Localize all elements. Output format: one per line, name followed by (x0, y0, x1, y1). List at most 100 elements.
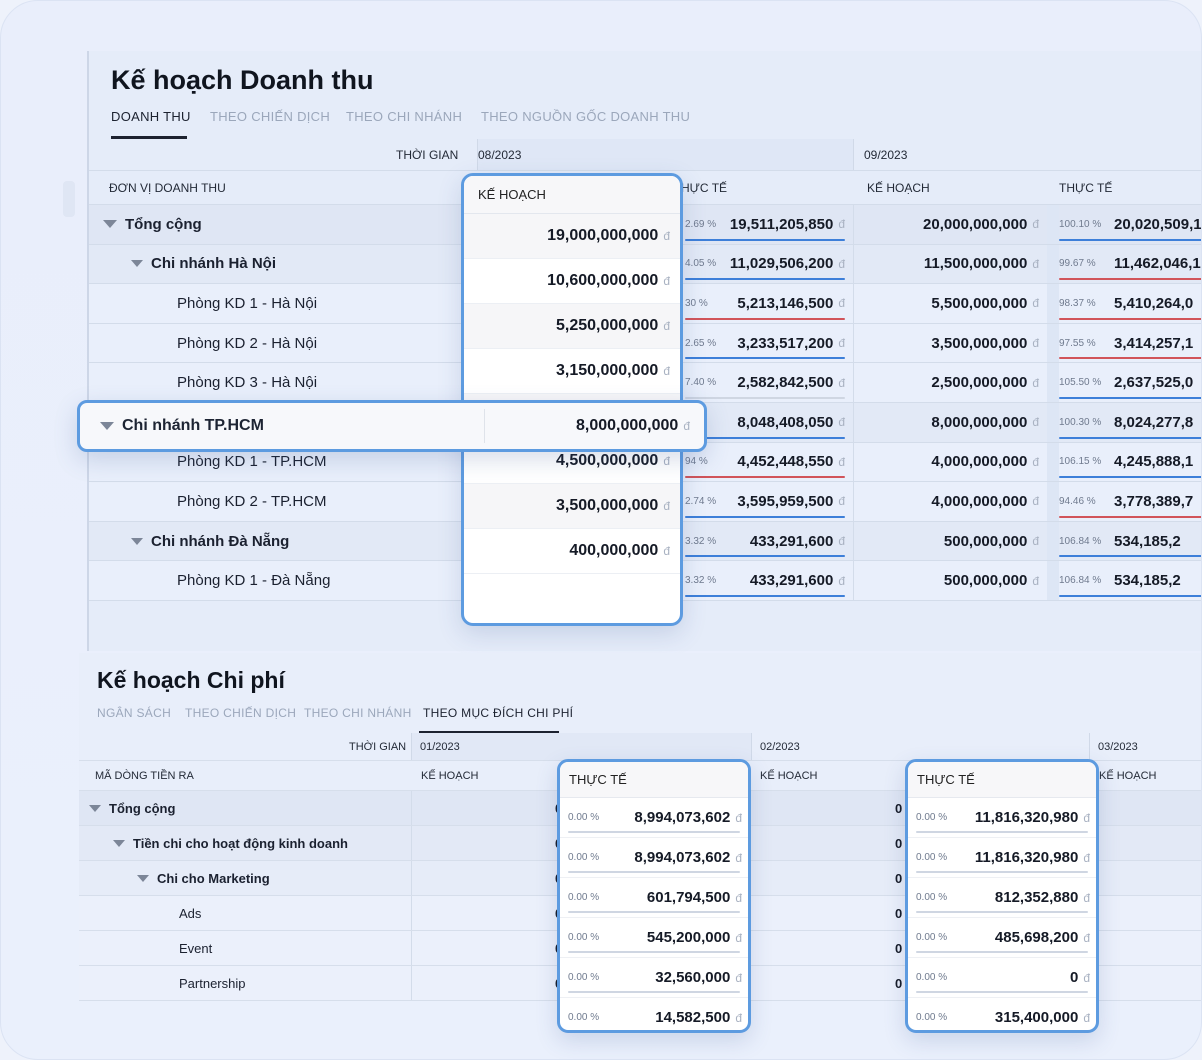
left-scroll-handle[interactable] (63, 181, 75, 217)
currency-symbol: đ (838, 454, 845, 469)
tab-theo-chien-dich[interactable]: THEO CHIẾN DỊCH (210, 109, 331, 124)
percent-label: 94 % (685, 456, 708, 468)
percent-label: 106.84 % (1059, 535, 1102, 547)
plan-cell[interactable]: 19,000,000,000 đ (464, 214, 680, 259)
progress-bar (685, 317, 845, 320)
plan-value: 4,000,000,000 (931, 492, 1028, 510)
actual-value: 485,698,200 (994, 929, 1079, 946)
tab-theo-chi-nhanh[interactable]: THEO CHI NHÁNH (346, 109, 463, 124)
aug-actual-cell: 3.32 % 433,291,600 đ (685, 561, 845, 600)
expense-time-header: THỜI GIAN 01/2023 02/2023 03/2023 (79, 733, 1201, 761)
tab-doanh-thu[interactable]: DOANH THU (111, 109, 191, 124)
aug-actual-cell: 2.65 % 3,233,517,200 đ (685, 324, 845, 363)
currency-symbol: đ (838, 573, 845, 588)
percent-label: 100.30 % (1059, 416, 1102, 428)
row-label: Phòng KD 3 - Hà Nội (177, 374, 318, 392)
progress-bar (685, 396, 845, 399)
currency-symbol: đ (1032, 217, 1039, 232)
highlight-branch-row[interactable]: Chi nhánh TP.HCM 8,000,000,000 đ (77, 400, 707, 452)
highlight-plan-header: KẾ HOẠCH (464, 176, 680, 214)
sep-plan-cell: 20,000,000,000 đ (867, 205, 1039, 244)
progress-bar (1059, 278, 1201, 281)
actual-cell[interactable]: 0.00 % 485,698,200 đ (908, 918, 1096, 958)
percent-label: 100.10 % (1059, 218, 1102, 230)
plan-value-feb: 0 (895, 870, 903, 886)
actual-cell[interactable]: 0.00 % 812,352,880 đ (908, 878, 1096, 918)
actual-cell[interactable]: 0.00 % 32,560,000 đ (560, 958, 748, 998)
currency-symbol: đ (735, 970, 742, 985)
plan-value: 19,000,000,000 (547, 227, 659, 244)
progress-bar (685, 278, 845, 281)
currency-symbol: đ (838, 256, 845, 271)
actual-value: 8,024,277,8 (1114, 413, 1194, 431)
percent-label: 0.00 % (568, 852, 600, 863)
progress-bar (1059, 436, 1201, 439)
percent-label: 2.65 % (685, 337, 717, 349)
actual-cell[interactable]: 0.00 % 11,816,320,980 đ (908, 838, 1096, 878)
row-label: Ads (179, 905, 202, 921)
actual-value: 433,291,600 (749, 532, 834, 550)
actual-value: 19,511,205,850 (729, 215, 834, 233)
actual-cell[interactable]: 0.00 % 0 đ (908, 958, 1096, 998)
plan-value: 5,500,000,000 (931, 294, 1028, 312)
highlight-actual-feb: THỰC TẾ 0.00 % 11,816,320,980 đ 0.00 % 11,81… (905, 759, 1099, 1033)
period-feb: 02/2023 (760, 740, 800, 753)
progress-bar (1059, 357, 1201, 360)
actual-value: 545,200,000 (646, 929, 731, 946)
actual-cell[interactable]: 0.00 % 315,400,000 đ (908, 998, 1096, 1030)
tab-theo-nguon-goc[interactable]: THEO NGUỒN GỐC DOANH THU (481, 109, 691, 124)
tab-exp-theo-chien-dich[interactable]: THEO CHIẾN DỊCH (185, 706, 297, 720)
actual-cell[interactable]: 0.00 % 545,200,000 đ (560, 918, 748, 958)
progress-bar (685, 476, 845, 479)
sep-actual-cell: 97.55 % 3,414,257,1 (1059, 324, 1201, 363)
percent-label: 7.40 % (685, 377, 717, 389)
progress-bar (1059, 238, 1201, 241)
currency-symbol: đ (1083, 890, 1090, 905)
plan-cell[interactable]: 4,500,000,000 đ (464, 439, 680, 484)
plan-cell[interactable]: 400,000,000 đ (464, 529, 680, 574)
percent-label: 0.00 % (568, 892, 600, 903)
currency-symbol: đ (683, 419, 690, 433)
actual-cell[interactable]: 0.00 % 8,994,073,602 đ (560, 798, 748, 838)
actual-cell[interactable]: 0.00 % 601,794,500 đ (560, 878, 748, 918)
page-title: Kế hoạch Doanh thu (111, 65, 374, 95)
expand-triangle-icon[interactable] (131, 537, 143, 545)
actual-value: 4,452,448,550 (737, 453, 834, 471)
currency-symbol: đ (1083, 1010, 1090, 1025)
progress-bar (1059, 515, 1201, 518)
actual-cell[interactable]: 0.00 % 14,582,500 đ (560, 998, 748, 1030)
expand-triangle-icon[interactable] (131, 260, 143, 268)
currency-symbol: đ (663, 319, 670, 333)
expand-triangle-icon[interactable] (103, 220, 117, 229)
currency-symbol: đ (1032, 415, 1039, 430)
sep-plan-cell: 500,000,000 đ (867, 522, 1039, 561)
progress-bar (1059, 317, 1201, 320)
plan-cell[interactable]: 5,250,000,000 đ (464, 304, 680, 349)
tab-ngan-sach[interactable]: NGÂN SÁCH (97, 706, 172, 720)
plan-value-feb: 0 (895, 975, 903, 991)
actual-value: 3,414,257,1 (1114, 334, 1194, 352)
actual-value: 5,410,264,0 (1114, 294, 1194, 312)
plan-value-feb: 0 (895, 905, 903, 921)
actual-value: 433,291,600 (749, 572, 834, 590)
expand-triangle-icon[interactable] (100, 422, 114, 430)
sep-plan-cell: 4,000,000,000 đ (867, 443, 1039, 482)
plan-cell[interactable]: 3,150,000,000 đ (464, 349, 680, 394)
expand-triangle-icon[interactable] (113, 839, 125, 847)
plan-cell[interactable]: 3,500,000,000 đ (464, 484, 680, 529)
expense-time-label: THỜI GIAN (349, 740, 407, 753)
plan-cell[interactable]: 10,600,000,000 đ (464, 259, 680, 304)
sep-actual-cell: 99.67 % 11,462,046,1 (1059, 245, 1201, 284)
col-actual-aug: HỰC TẾ (681, 180, 728, 195)
progress-bar (685, 515, 845, 518)
actual-value: 812,352,880 (994, 889, 1079, 906)
actual-cell[interactable]: 0.00 % 8,994,073,602 đ (560, 838, 748, 878)
actual-cell[interactable]: 0.00 % 11,816,320,980 đ (908, 798, 1096, 838)
expand-triangle-icon[interactable] (89, 804, 101, 812)
expand-triangle-icon[interactable] (137, 874, 149, 882)
percent-label: 98.37 % (1059, 297, 1096, 309)
tab-exp-theo-chi-nhanh[interactable]: THEO CHI NHÁNH (304, 706, 412, 720)
sep-actual-cell: 106.15 % 4,245,888,1 (1059, 443, 1201, 482)
plan-value: 2,500,000,000 (931, 374, 1028, 392)
tab-theo-muc-dich[interactable]: THEO MỤC ĐÍCH CHI PHÍ (423, 706, 574, 720)
